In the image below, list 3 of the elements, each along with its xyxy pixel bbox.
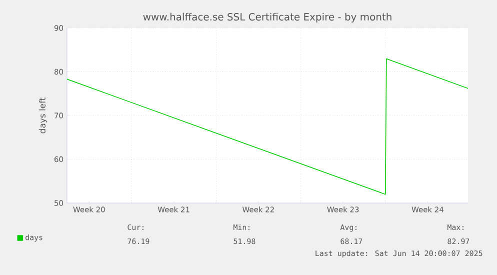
chart-title: www.halfface.se SSL Certificate Expire - by month bbox=[143, 12, 392, 23]
line-series bbox=[67, 58, 468, 195]
y-axis-title: days left bbox=[38, 97, 48, 134]
